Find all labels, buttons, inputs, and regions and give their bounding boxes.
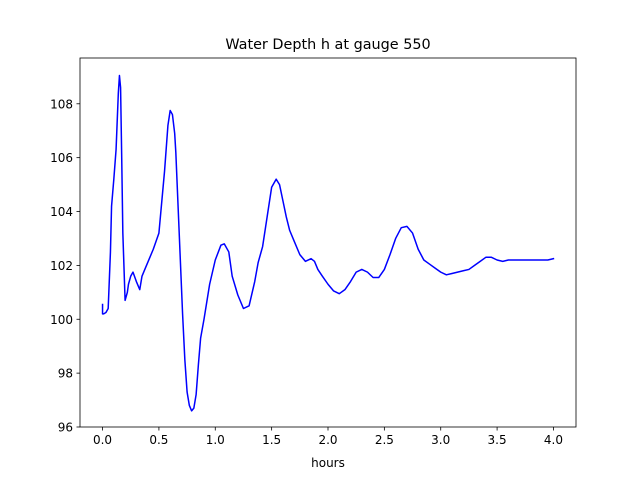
y-tick-label: 100 [50,313,73,327]
x-tick-label: 2.5 [375,433,394,447]
x-tick-label: 1.5 [262,433,281,447]
y-tick-label: 106 [50,151,73,165]
x-tick-label: 0.0 [93,433,112,447]
x-axis-label: hours [311,456,345,470]
y-tick-label: 104 [50,205,73,219]
x-tick-label: 0.5 [149,433,168,447]
y-tick-label: 108 [50,97,73,111]
chart-title: Water Depth h at gauge 550 [225,37,430,53]
x-tick-label: 3.5 [488,433,507,447]
x-tick-label: 3.0 [431,433,450,447]
x-tick-label: 4.0 [544,433,563,447]
y-tick-label: 98 [58,367,73,381]
y-tick-label: 96 [58,421,73,435]
plot-area [101,74,555,412]
x-tick-label: 1.0 [206,433,225,447]
y-tick-label: 102 [50,259,73,273]
series-line-water-depth [101,74,555,412]
x-tick-label: 2.0 [318,433,337,447]
y-axis: 96 98 100 102 104 106 108 [50,97,80,435]
x-axis: 0.0 0.5 1.0 1.5 2.0 2.5 3.0 3.5 4.0 [93,427,563,447]
